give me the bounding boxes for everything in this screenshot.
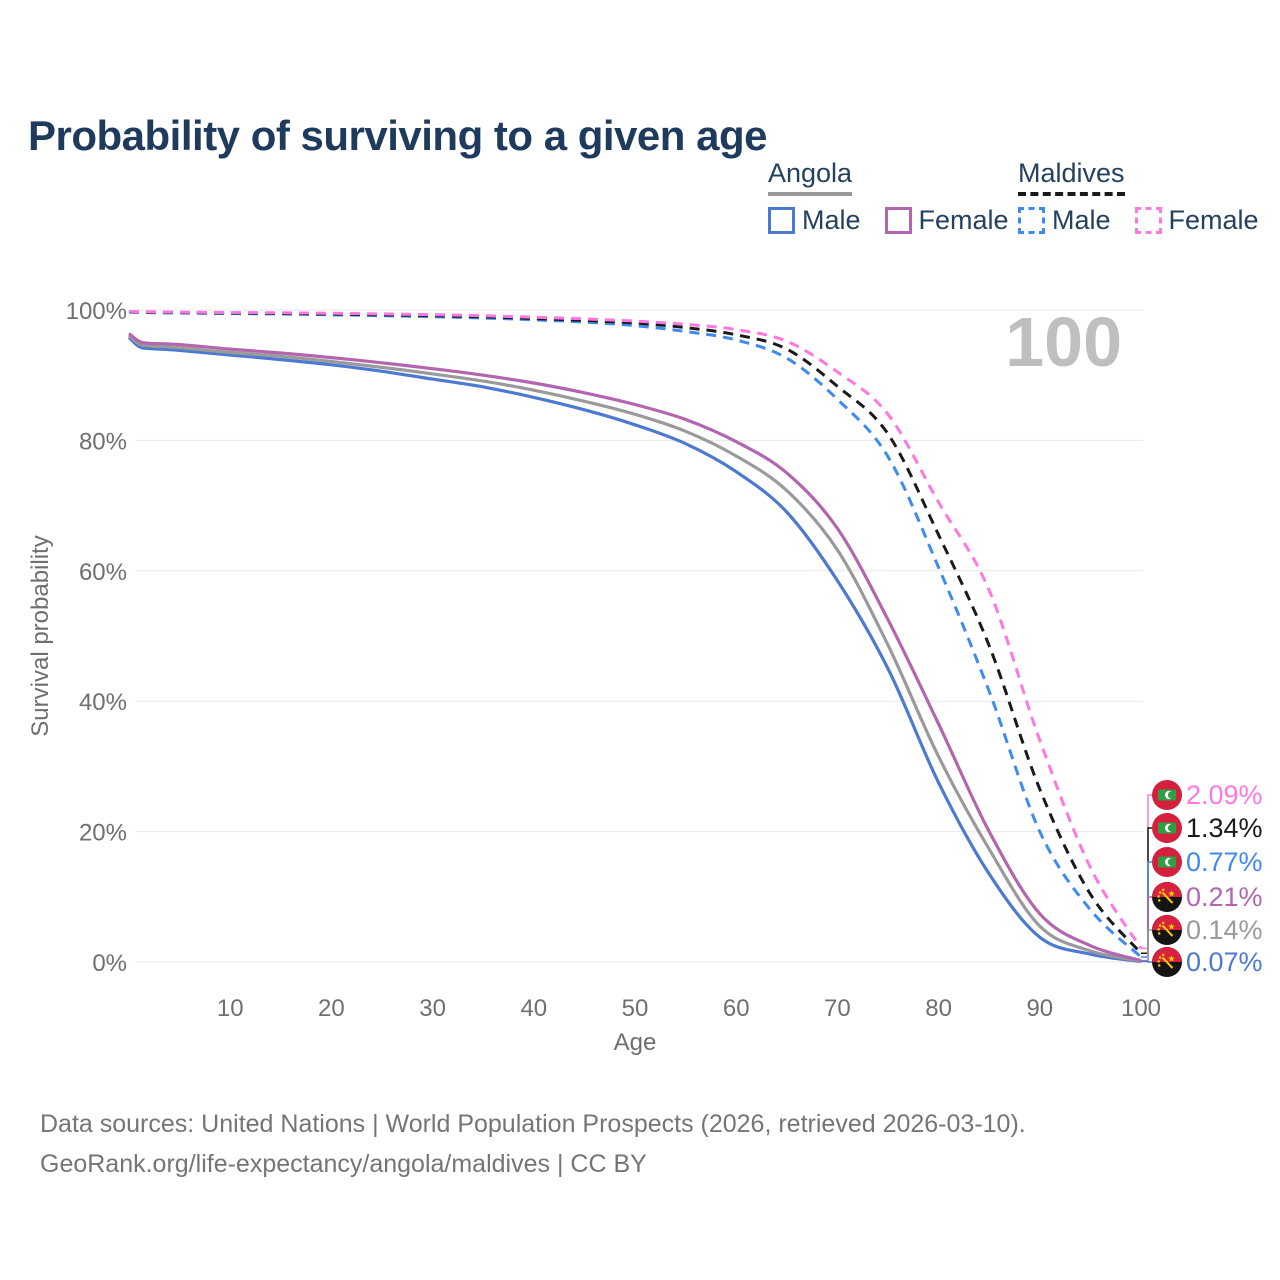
end-label-leader-line	[1141, 794, 1152, 950]
age-watermark: 100	[1005, 303, 1122, 381]
series-line-angola-male[interactable]	[127, 336, 1142, 964]
end-label-value: 2.09%	[1186, 780, 1263, 810]
end-label-maldives-male[interactable]: 0.77%	[1152, 847, 1263, 877]
y-tick-label: 40%	[79, 689, 127, 716]
x-tick-label: 40	[520, 995, 547, 1022]
y-tick-label: 100%	[66, 298, 127, 325]
angola-female-swatch-icon	[884, 207, 912, 234]
legend-item-label: Female	[918, 205, 1009, 235]
x-tick-label: 60	[723, 995, 750, 1022]
legend-group-angola: Angola Male Female	[768, 158, 1009, 236]
maldives-female-swatch-icon	[1134, 207, 1162, 234]
legend-item-label: Female	[1168, 205, 1259, 235]
y-tick-label: 80%	[79, 428, 127, 455]
series-line-maldives-male[interactable]	[128, 310, 1143, 959]
x-tick-label: 80	[925, 995, 952, 1022]
legend-header-maldives[interactable]: Maldives	[1018, 158, 1125, 196]
y-tick-label: 20%	[79, 820, 127, 847]
legend-item-label: Male	[802, 205, 861, 235]
data-source-text: Data sources: United Nations | World Pop…	[40, 1110, 1026, 1138]
series-line-maldives-both-sexes[interactable]	[128, 310, 1143, 955]
series-line-maldives-female[interactable]	[128, 309, 1143, 950]
maldives-flag-icon	[1152, 780, 1182, 810]
georank-link[interactable]: GeoRank.org/life-expectancy/angola/maldi…	[40, 1150, 647, 1178]
legend-item-maldives-male[interactable]: Male	[1018, 205, 1111, 236]
end-label-value: 0.21%	[1186, 882, 1263, 912]
x-tick-label: 100	[1121, 995, 1161, 1022]
end-label-angola-male[interactable]: 0.07%	[1152, 947, 1263, 977]
series-line-angola-both-sexes[interactable]	[127, 334, 1142, 963]
angola-male-swatch-icon	[768, 207, 795, 234]
x-tick-label: 30	[419, 995, 446, 1022]
y-axis-title: Survival probability	[27, 535, 54, 736]
end-label-leader-line	[1141, 827, 1152, 955]
x-tick-label: 10	[217, 995, 244, 1022]
legend-group-maldives: Maldives Male Female	[1018, 158, 1259, 236]
end-label-angola-female[interactable]: 0.21%	[1152, 882, 1263, 912]
end-label-value: 1.34%	[1186, 813, 1263, 843]
page-title: Probability of surviving to a given age	[28, 112, 767, 160]
chart-footer: Data sources: United Nations | World Pop…	[40, 1104, 1026, 1184]
legend-item-label: Male	[1052, 205, 1111, 235]
series-line-angola-female[interactable]	[127, 332, 1142, 963]
x-tick-label: 50	[622, 995, 649, 1022]
end-label-leader-line	[1141, 861, 1152, 958]
y-tick-label: 0%	[92, 950, 127, 977]
x-tick-label: 20	[318, 995, 345, 1022]
y-tick-label: 60%	[79, 559, 127, 586]
angola-flag-icon	[1152, 882, 1182, 912]
end-label-maldives-both-sexes[interactable]: 1.34%	[1152, 813, 1263, 843]
legend-item-angola-female[interactable]: Female	[884, 205, 1009, 236]
angola-flag-icon	[1152, 947, 1182, 977]
end-label-value: 0.77%	[1186, 847, 1263, 877]
legend-item-maldives-female[interactable]: Female	[1134, 205, 1259, 236]
end-label-value: 0.14%	[1186, 915, 1263, 945]
x-tick-label: 90	[1026, 995, 1053, 1022]
end-label-maldives-female[interactable]: 2.09%	[1152, 780, 1263, 810]
end-label-leader-line	[1141, 960, 1152, 963]
end-label-angola-both-sexes[interactable]: 0.14%	[1152, 915, 1263, 945]
maldives-flag-icon	[1152, 813, 1182, 843]
x-tick-label: 70	[824, 995, 851, 1022]
end-label-value: 0.07%	[1186, 947, 1263, 977]
maldives-flag-icon	[1152, 847, 1182, 877]
legend-item-angola-male[interactable]: Male	[768, 205, 861, 236]
maldives-male-swatch-icon	[1018, 207, 1045, 234]
angola-flag-icon	[1152, 915, 1182, 945]
end-label-leader-line	[1141, 896, 1152, 962]
legend-header-angola[interactable]: Angola	[768, 158, 853, 196]
x-axis-title: Age	[614, 1029, 657, 1056]
